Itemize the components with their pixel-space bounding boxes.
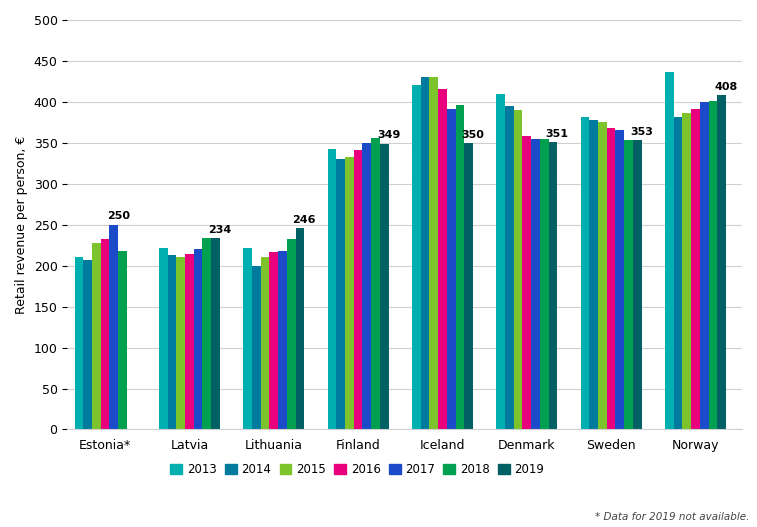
Bar [269,252,278,430]
Text: * Data for 2019 not available.: * Data for 2019 not available. [595,512,749,522]
Bar [118,251,127,430]
Bar [456,105,464,430]
Bar [625,140,633,430]
Bar [159,249,167,430]
Bar [185,254,194,430]
Bar [328,149,336,430]
Bar [354,150,363,430]
Bar [615,130,625,430]
Bar [514,110,522,430]
Bar [194,249,203,430]
Bar [110,225,118,430]
Bar [167,255,176,430]
Bar [260,257,269,430]
Bar [429,77,438,430]
Bar [531,139,540,430]
Bar [540,139,549,430]
Bar [101,239,110,430]
Bar [336,159,345,430]
Bar [717,95,726,430]
Bar [345,157,354,430]
Bar [590,120,598,430]
Text: 351: 351 [546,129,569,139]
Bar [211,238,220,430]
Bar [412,85,421,430]
Bar [83,260,92,430]
Bar [243,249,252,430]
Bar [92,243,101,430]
Bar [371,138,380,430]
Bar [522,136,531,430]
Text: 250: 250 [107,211,129,221]
Y-axis label: Retail revenue per person, €: Retail revenue per person, € [15,135,28,314]
Bar [447,109,456,430]
Bar [549,142,557,430]
Legend: 2013, 2014, 2015, 2016, 2017, 2018, 2019: 2013, 2014, 2015, 2016, 2017, 2018, 2019 [166,458,549,481]
Bar [682,113,691,430]
Bar [421,77,429,430]
Bar [287,239,295,430]
Bar [674,116,682,430]
Bar [252,266,260,430]
Bar [581,118,590,430]
Text: 349: 349 [377,130,400,140]
Text: 246: 246 [292,214,316,225]
Bar [633,140,642,430]
Bar [691,109,699,430]
Text: 408: 408 [715,82,737,92]
Bar [278,251,287,430]
Text: 353: 353 [630,127,653,137]
Bar [607,128,615,430]
Bar [438,89,447,430]
Bar [665,72,674,430]
Bar [363,143,371,430]
Bar [295,228,304,430]
Bar [699,102,709,430]
Bar [497,94,505,430]
Bar [380,144,388,430]
Text: 350: 350 [462,130,484,140]
Bar [464,143,473,430]
Bar [598,122,607,430]
Text: 234: 234 [208,225,232,235]
Bar [505,106,514,430]
Bar [709,101,717,430]
Bar [176,257,185,430]
Bar [203,238,211,430]
Bar [75,258,83,430]
